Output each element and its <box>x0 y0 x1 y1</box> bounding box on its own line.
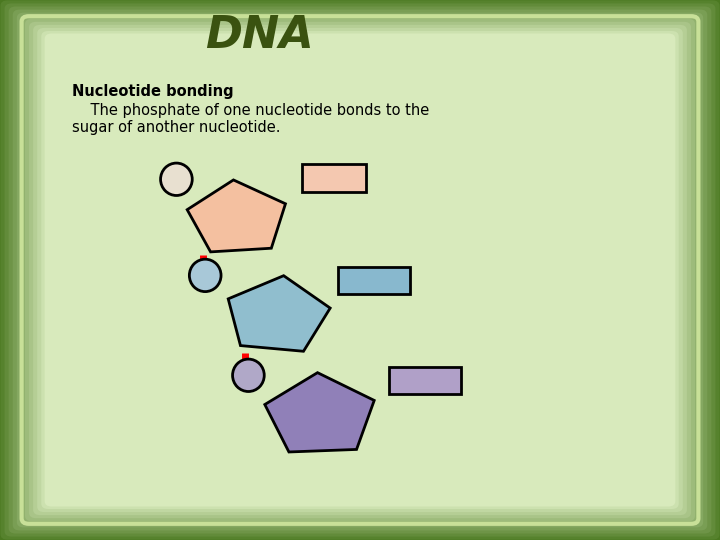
Ellipse shape <box>161 163 192 195</box>
FancyBboxPatch shape <box>29 22 691 518</box>
FancyBboxPatch shape <box>9 6 711 534</box>
FancyBboxPatch shape <box>25 19 695 521</box>
FancyBboxPatch shape <box>4 3 716 537</box>
Bar <box>389 367 461 394</box>
FancyBboxPatch shape <box>37 28 683 512</box>
Ellipse shape <box>233 359 264 392</box>
Text: DNA: DNA <box>204 14 314 57</box>
FancyBboxPatch shape <box>33 25 687 515</box>
Text: Nucleotide bonding: Nucleotide bonding <box>72 84 233 99</box>
Polygon shape <box>228 276 330 352</box>
FancyBboxPatch shape <box>13 10 707 530</box>
FancyBboxPatch shape <box>21 16 699 524</box>
FancyBboxPatch shape <box>17 12 703 528</box>
FancyBboxPatch shape <box>41 31 679 509</box>
FancyBboxPatch shape <box>45 33 675 507</box>
Ellipse shape <box>189 259 221 292</box>
Polygon shape <box>265 373 374 452</box>
Bar <box>338 267 410 294</box>
Text: The phosphate of one nucleotide bonds to the
sugar of another nucleotide.: The phosphate of one nucleotide bonds to… <box>72 103 429 135</box>
Polygon shape <box>187 180 285 252</box>
Bar <box>302 164 366 192</box>
